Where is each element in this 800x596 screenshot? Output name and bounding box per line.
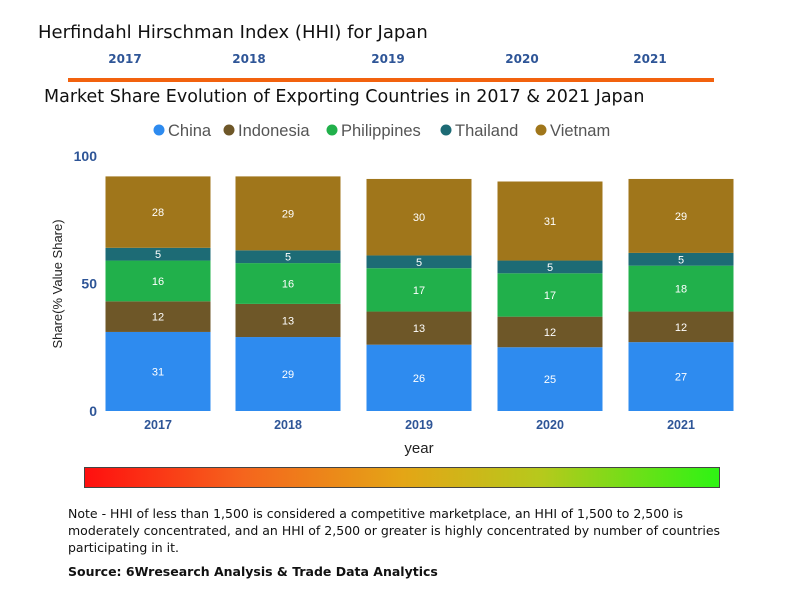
chart-title: Market Share Evolution of Exporting Coun… <box>44 87 645 107</box>
y-tick-label: 100 <box>74 148 98 164</box>
bar-segment-philippines <box>366 268 472 312</box>
data-label: 31 <box>544 216 556 228</box>
hhi-year-label: 2021 <box>633 52 667 66</box>
footnote: Note - HHI of less than 1,500 is conside… <box>68 506 721 555</box>
bar-segment-vietnam <box>105 176 211 248</box>
y-tick-label: 50 <box>81 276 97 292</box>
hhi-year-label: 2020 <box>505 52 539 66</box>
bar-segment-thailand <box>497 260 603 274</box>
legend-swatch-vietnam <box>535 124 547 136</box>
bar-segment-thailand <box>366 255 472 269</box>
data-label: 16 <box>152 276 164 288</box>
bar-segment-philippines <box>628 265 734 312</box>
legend-label-thailand: Thailand <box>455 122 518 140</box>
hhi-year-label: 2019 <box>371 52 405 66</box>
y-axis-label: Share(% Value Share) <box>50 219 65 348</box>
bar-segment-indonesia <box>497 316 603 348</box>
y-tick-label: 0 <box>89 403 97 419</box>
legend-label-philippines: Philippines <box>341 122 421 140</box>
data-label: 12 <box>544 327 556 339</box>
bar-segment-thailand <box>628 252 734 266</box>
data-label: 30 <box>413 212 425 224</box>
data-label: 17 <box>544 290 556 302</box>
data-label: 12 <box>675 322 687 334</box>
data-label: 25 <box>544 374 556 386</box>
bar-segment-indonesia <box>105 301 211 332</box>
bar-segment-thailand <box>105 247 211 261</box>
legend-label-indonesia: Indonesia <box>238 122 310 140</box>
data-label: 5 <box>285 252 291 264</box>
data-label: 26 <box>413 373 425 385</box>
legend-label-vietnam: Vietnam <box>550 122 610 140</box>
bar-segment-philippines <box>497 273 603 317</box>
divider-rule <box>68 78 714 82</box>
data-label: 31 <box>152 366 164 378</box>
data-label: 13 <box>413 323 425 335</box>
data-label: 16 <box>282 279 294 291</box>
bar-segment-china <box>366 344 472 411</box>
bar-segment-philippines <box>105 260 211 302</box>
bar-segment-philippines <box>235 263 341 304</box>
hhi-years-row: 2017 2018 2019 2020 2021 <box>0 52 800 70</box>
hhi-title: Herfindahl Hirschman Index (HHI) for Jap… <box>38 22 428 43</box>
x-axis-label: year <box>404 440 433 457</box>
bar-segment-china <box>628 342 734 411</box>
bar-segment-vietnam <box>235 176 341 251</box>
x-tick-label: 2018 <box>274 418 302 432</box>
data-label: 17 <box>413 285 425 297</box>
data-label: 5 <box>547 262 553 274</box>
x-tick-label: 2020 <box>536 418 564 432</box>
data-label: 29 <box>675 211 687 223</box>
legend-swatch-thailand <box>440 124 452 136</box>
data-label: 5 <box>416 257 422 269</box>
data-label: 28 <box>152 207 164 219</box>
legend-swatch-philippines <box>326 124 338 136</box>
bar-segment-indonesia <box>628 311 734 343</box>
x-tick-label: 2019 <box>405 418 433 432</box>
hhi-year-label: 2018 <box>232 52 266 66</box>
x-tick-label: 2017 <box>144 418 172 432</box>
data-label: 18 <box>675 284 687 296</box>
stacked-bar-chart: China Indonesia Philippines Thailand Vietnam… <box>50 122 734 457</box>
bar-segment-china <box>235 337 341 411</box>
bar-segment-vietnam <box>497 181 603 261</box>
data-label: 5 <box>678 254 684 266</box>
hhi-color-scale <box>84 467 720 488</box>
data-label: 13 <box>282 315 294 327</box>
bar-segment-indonesia <box>366 311 472 345</box>
bar-segment-china <box>497 347 603 411</box>
data-label: 29 <box>282 208 294 220</box>
source-line: Source: 6Wresearch Analysis & Trade Data… <box>68 564 438 579</box>
legend-label-china: China <box>168 122 212 140</box>
bar-segment-vietnam <box>628 178 734 253</box>
bar-segment-thailand <box>235 250 341 264</box>
legend-swatch-indonesia <box>223 124 235 136</box>
data-label: 27 <box>675 372 687 384</box>
data-label: 29 <box>282 369 294 381</box>
bar-segment-vietnam <box>366 178 472 256</box>
bar-segment-indonesia <box>235 303 341 338</box>
hhi-year-label: 2017 <box>108 52 142 66</box>
x-tick-label: 2021 <box>667 418 695 432</box>
legend-swatch-china <box>153 124 165 136</box>
data-label: 12 <box>152 312 164 324</box>
data-label: 5 <box>155 249 161 261</box>
bar-segment-china <box>105 331 211 411</box>
